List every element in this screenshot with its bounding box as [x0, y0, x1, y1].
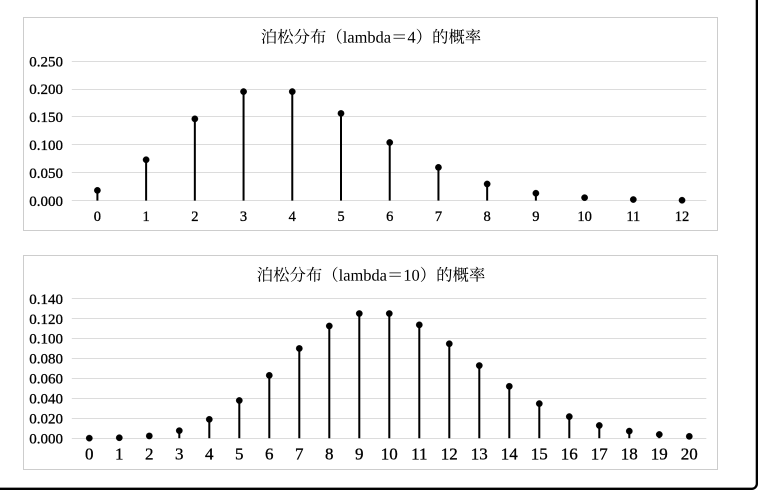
svg-text:0.200: 0.200	[29, 82, 63, 98]
svg-text:12: 12	[675, 209, 690, 225]
svg-text:0.050: 0.050	[29, 166, 63, 182]
svg-text:0.140: 0.140	[29, 292, 63, 308]
svg-text:0: 0	[85, 445, 94, 464]
svg-text:11: 11	[411, 445, 427, 464]
svg-text:0.060: 0.060	[29, 372, 63, 388]
svg-text:11: 11	[626, 209, 640, 225]
svg-text:2: 2	[191, 209, 198, 225]
svg-text:0.000: 0.000	[29, 194, 63, 210]
svg-text:0: 0	[94, 209, 101, 225]
svg-text:1: 1	[142, 209, 149, 225]
svg-text:3: 3	[240, 209, 247, 225]
svg-text:0.120: 0.120	[29, 312, 63, 328]
svg-text:17: 17	[591, 445, 609, 464]
svg-text:6: 6	[265, 445, 274, 464]
svg-text:14: 14	[501, 445, 519, 464]
svg-text:19: 19	[651, 445, 668, 464]
svg-text:0.040: 0.040	[29, 392, 63, 408]
svg-text:8: 8	[484, 209, 491, 225]
svg-text:0.000: 0.000	[29, 431, 63, 447]
svg-text:10: 10	[577, 209, 592, 225]
svg-text:10: 10	[381, 445, 398, 464]
svg-text:16: 16	[561, 445, 578, 464]
svg-text:5: 5	[337, 209, 344, 225]
svg-text:0.100: 0.100	[29, 138, 63, 154]
svg-text:0.150: 0.150	[29, 110, 63, 126]
svg-text:0.080: 0.080	[29, 352, 63, 368]
svg-text:13: 13	[471, 445, 488, 464]
svg-text:12: 12	[441, 445, 458, 464]
svg-text:18: 18	[621, 445, 638, 464]
svg-text:8: 8	[325, 445, 334, 464]
svg-text:2: 2	[145, 445, 154, 464]
svg-text:6: 6	[386, 209, 393, 225]
svg-text:15: 15	[531, 445, 548, 464]
svg-text:0.250: 0.250	[29, 54, 63, 70]
svg-text:4: 4	[289, 209, 297, 225]
svg-text:7: 7	[295, 445, 304, 464]
svg-text:0.100: 0.100	[29, 332, 63, 348]
svg-text:1: 1	[115, 445, 124, 464]
svg-text:4: 4	[205, 445, 214, 464]
svg-text:20: 20	[681, 445, 698, 464]
svg-text:9: 9	[355, 445, 364, 464]
svg-text:0.020: 0.020	[29, 411, 63, 427]
svg-text:3: 3	[175, 445, 184, 464]
svg-text:7: 7	[435, 209, 442, 225]
svg-text:9: 9	[532, 209, 539, 225]
svg-text:5: 5	[235, 445, 244, 464]
